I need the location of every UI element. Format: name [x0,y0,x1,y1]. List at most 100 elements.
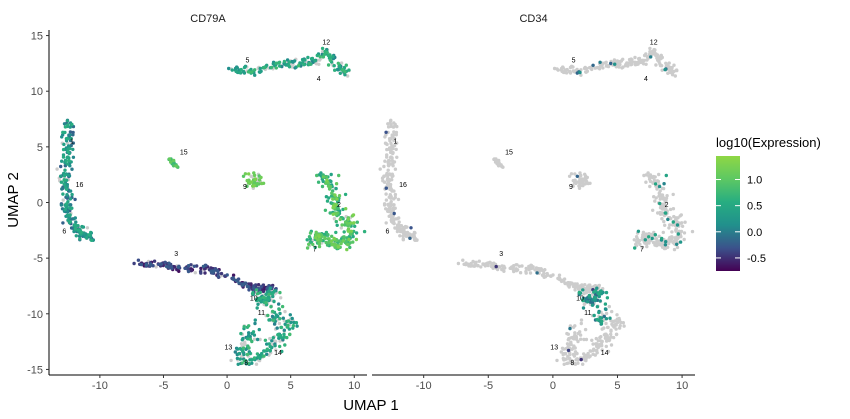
cell-point [264,292,268,296]
cell-point [251,330,256,334]
cell-point [203,271,207,275]
cell-point [392,189,396,193]
cell-point [253,73,257,77]
cell-point [582,337,586,342]
cell-point [255,182,259,186]
cell-point [392,130,396,134]
cell-point [315,53,319,58]
cell-point [579,73,583,77]
x-tick-label: 0 [550,380,556,392]
cell-point [651,208,655,212]
cell-point [581,298,585,303]
cell-point [274,348,278,352]
cell-point [602,326,606,330]
cell-point [661,230,665,235]
cell-point [68,220,73,224]
cell-point [294,65,298,69]
cell-point [89,238,94,242]
cell-point [559,68,564,72]
y-tick-label: 0 [37,198,43,210]
cell-point [395,141,399,145]
cell-point [342,65,347,70]
cell-point [603,307,608,311]
cell-point [578,70,582,75]
cell-point [308,62,312,66]
cell-point [85,226,90,230]
cell-point [622,324,626,328]
cell-point [333,68,337,72]
cell-point [515,268,520,272]
cluster-label: 9 [243,184,247,191]
cell-point [604,344,608,349]
cell-point [252,337,257,341]
cell-point [85,235,89,239]
cell-point [384,221,388,225]
cell-point [291,324,296,328]
cell-point [392,143,397,148]
cell-point [269,305,273,309]
cell-point [573,346,577,350]
cell-point [409,226,413,230]
cell-point [68,206,73,210]
cell-point [247,324,251,328]
cell-point [529,263,533,267]
cell-point [569,342,573,347]
cell-point [604,60,608,64]
cell-point [260,181,264,186]
cell-point [274,66,278,70]
cell-point [397,220,401,224]
cell-point [591,63,595,67]
cell-point [65,193,69,197]
cluster-label: 13 [225,344,233,351]
cell-point [69,143,73,148]
cell-point [169,160,173,164]
cell-point [349,221,353,225]
cell-point [644,180,648,184]
cell-point [604,321,608,326]
cell-point [565,331,569,336]
cell-point [278,317,282,321]
cluster-label: 7 [640,247,644,254]
cluster-label: 12 [650,40,658,47]
cell-point [252,171,256,175]
cell-point [562,357,567,362]
cell-point [607,336,611,340]
x-tick-label: 5 [614,380,620,392]
cell-point [675,245,680,250]
cell-point [240,338,244,342]
cell-point [567,174,572,178]
cell-point [68,197,73,201]
cell-point [262,354,266,358]
cell-point [603,302,608,306]
cluster-label: 8 [570,360,574,367]
cell-point [650,51,654,55]
cell-point [388,139,392,143]
cell-point [654,63,658,67]
cell-point [63,125,68,129]
cell-point [493,160,498,164]
cell-point [329,239,334,243]
cell-point [390,172,394,176]
cell-point [660,68,664,72]
cell-point [390,216,394,221]
cell-point [269,65,274,70]
cell-point [643,238,647,242]
cell-point [557,273,562,277]
color-legend: log10(Expression) -0.5 0.0 0.5 1.0 [716,135,821,271]
cell-point [492,261,496,265]
cell-point [680,224,685,228]
cell-point [668,223,672,227]
cell-point [324,240,328,245]
cell-point [335,223,339,227]
cell-point [238,347,242,351]
cell-point [256,302,260,306]
cell-point [657,184,662,189]
cell-point [492,157,496,162]
cell-point [673,74,677,78]
cell-point [314,230,318,234]
cell-point [348,241,352,245]
cell-point [559,350,563,354]
cell-point [255,298,259,303]
cell-point [267,318,271,322]
cell-point [163,260,167,264]
